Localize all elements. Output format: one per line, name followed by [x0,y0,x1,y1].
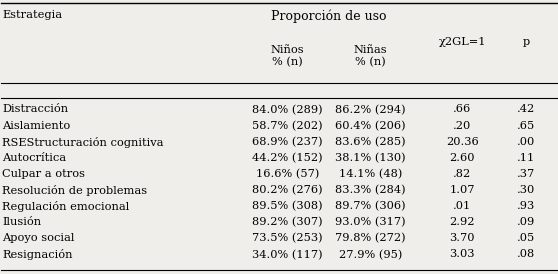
Text: 27.9% (95): 27.9% (95) [339,249,402,260]
Text: .66: .66 [453,104,472,115]
Text: 1.07: 1.07 [450,185,475,195]
Text: Niños
% (n): Niños % (n) [271,45,304,67]
Text: .09: .09 [517,217,535,227]
Text: 3.70: 3.70 [450,233,475,243]
Text: 89.2% (307): 89.2% (307) [252,217,323,227]
Text: 73.5% (253): 73.5% (253) [252,233,323,244]
Text: RSEStructuración cognitiva: RSEStructuración cognitiva [2,137,163,148]
Text: Autocrítica: Autocrítica [2,153,66,163]
Text: Regulación emocional: Regulación emocional [2,201,129,212]
Text: .42: .42 [517,104,535,115]
Text: .37: .37 [517,169,535,179]
Text: .08: .08 [517,249,535,259]
Text: 68.9% (237): 68.9% (237) [252,137,323,147]
Text: Apoyo social: Apoyo social [2,233,74,243]
Text: Niñas
% (n): Niñas % (n) [354,45,387,67]
Text: Proporción de uso: Proporción de uso [271,10,387,23]
Text: .30: .30 [517,185,535,195]
Text: 83.3% (284): 83.3% (284) [335,185,406,195]
Text: 3.03: 3.03 [450,249,475,259]
Text: 34.0% (117): 34.0% (117) [252,249,323,260]
Text: 2.60: 2.60 [450,153,475,163]
Text: Resignación: Resignación [2,249,73,261]
Text: 38.1% (130): 38.1% (130) [335,153,406,163]
Text: Distracción: Distracción [2,104,68,115]
Text: p: p [522,37,530,47]
Text: .93: .93 [517,201,535,211]
Text: 60.4% (206): 60.4% (206) [335,121,406,131]
Text: .11: .11 [517,153,535,163]
Text: 93.0% (317): 93.0% (317) [335,217,406,227]
Text: Resolución de problemas: Resolución de problemas [2,185,147,196]
Text: 58.7% (202): 58.7% (202) [252,121,323,131]
Text: 2.92: 2.92 [450,217,475,227]
Text: 16.6% (57): 16.6% (57) [256,169,319,179]
Text: 20.36: 20.36 [446,137,479,147]
Text: Estrategia: Estrategia [2,10,62,19]
Text: 89.5% (308): 89.5% (308) [252,201,323,212]
Text: χ2GL=1: χ2GL=1 [439,37,486,47]
Text: .00: .00 [517,137,535,147]
Text: 83.6% (285): 83.6% (285) [335,137,406,147]
Text: Culpar a otros: Culpar a otros [2,169,85,179]
Text: 44.2% (152): 44.2% (152) [252,153,323,163]
Text: .05: .05 [517,233,535,243]
Text: 86.2% (294): 86.2% (294) [335,104,406,115]
Text: 84.0% (289): 84.0% (289) [252,104,323,115]
Text: .01: .01 [453,201,472,211]
Text: .82: .82 [453,169,472,179]
Text: Ilusión: Ilusión [2,217,41,227]
Text: Aislamiento: Aislamiento [2,121,70,131]
Text: .20: .20 [453,121,472,131]
Text: .65: .65 [517,121,535,131]
Text: 14.1% (48): 14.1% (48) [339,169,402,179]
Text: 79.8% (272): 79.8% (272) [335,233,406,244]
Text: 89.7% (306): 89.7% (306) [335,201,406,212]
Text: 80.2% (276): 80.2% (276) [252,185,323,195]
